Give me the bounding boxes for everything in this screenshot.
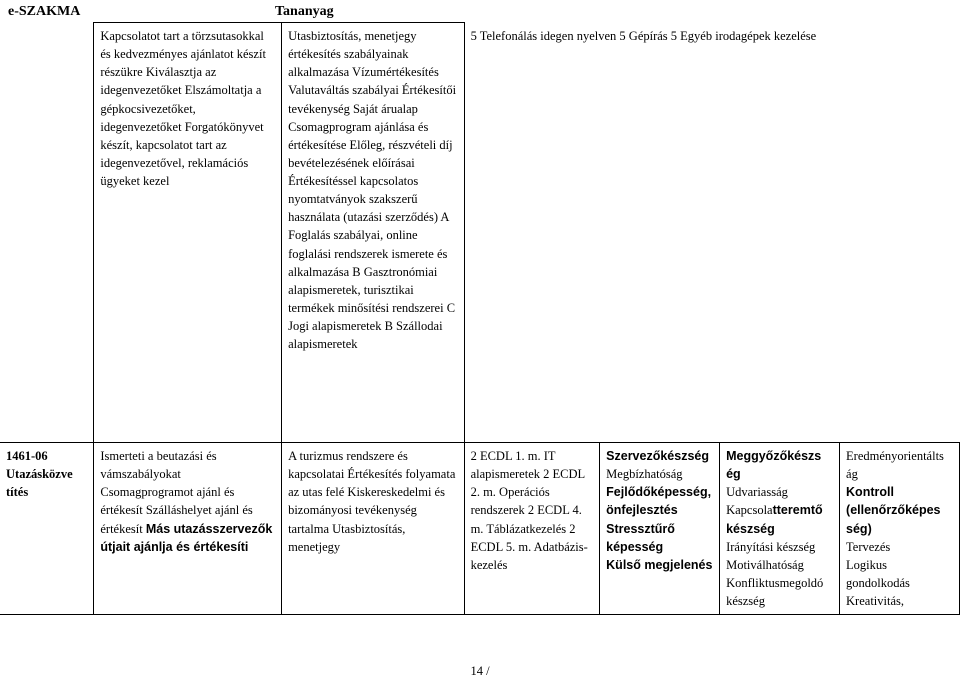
header-left: e-SZAKMA xyxy=(8,4,80,20)
row0-col1: Kapcsolatot tart a törzsutasokkal és ked… xyxy=(94,23,282,443)
r1c5c1: Kapcsola xyxy=(726,503,773,517)
r1c6e: Kreativitás, xyxy=(846,594,904,608)
module-code: 1461-06 xyxy=(6,449,48,463)
r1c4c: Fejlődőképesség, önfejlesztés xyxy=(606,485,711,517)
row0-col0 xyxy=(0,23,94,443)
r1c4a: Szervezőkészség xyxy=(606,449,709,463)
r1c4d: Stressztűrő képesség xyxy=(606,522,675,554)
r1c5e: Motiválhatóság xyxy=(726,558,804,572)
table-row: Kapcsolatot tart a törzsutasokkal és ked… xyxy=(0,23,960,443)
content-table: Kapcsolatot tart a törzsutasokkal és ked… xyxy=(0,22,960,615)
r1c5a: Meggyőzőkészs ég xyxy=(726,449,821,481)
r1c6d: Logikus gondolkodás xyxy=(846,558,910,590)
r1c4b: Megbízhatóság xyxy=(606,467,682,481)
row1-col3: 2 ECDL 1. m. IT alapismeretek 2 ECDL 2. … xyxy=(464,443,600,615)
r1c5d: Irányítási készség xyxy=(726,540,815,554)
module-title: Utazásközve títés xyxy=(6,467,73,499)
row0-col2: Utasbiztosítás, menetjegy értékesítés sz… xyxy=(282,23,465,443)
page-number: 14 / xyxy=(0,664,960,679)
r1c6c: Tervezés xyxy=(846,540,890,554)
row1-col4: Szervezőkészség Megbízhatóság Fejlődőkép… xyxy=(600,443,720,615)
row1-col0: 1461-06 Utazásközve títés xyxy=(0,443,94,615)
r1c4e: Külső megjelenés xyxy=(606,558,712,572)
row0-col3: 5 Telefonálás idegen nyelven 5 Gépírás 5… xyxy=(464,23,959,443)
row1-col6: Eredményorientálts ág Kontroll (ellenőrz… xyxy=(840,443,960,615)
r1c6a: Eredményorientálts ág xyxy=(846,449,944,481)
r1c6b: Kontroll (ellenőrzőképes ség) xyxy=(846,485,940,535)
header-right: Tananyag xyxy=(275,4,334,20)
r1c5f: Konfliktusmegoldó készség xyxy=(726,576,823,608)
row1-col1: Ismerteti a beutazási és vámszabályokat … xyxy=(94,443,282,615)
r1c5b: Udvariasság xyxy=(726,485,788,499)
row1-col2: A turizmus rendszere és kapcsolatai Érté… xyxy=(282,443,465,615)
table-row: 1461-06 Utazásközve títés Ismerteti a be… xyxy=(0,443,960,615)
row1-col5: Meggyőzőkészs ég Udvariasság Kapcsolatte… xyxy=(720,443,840,615)
